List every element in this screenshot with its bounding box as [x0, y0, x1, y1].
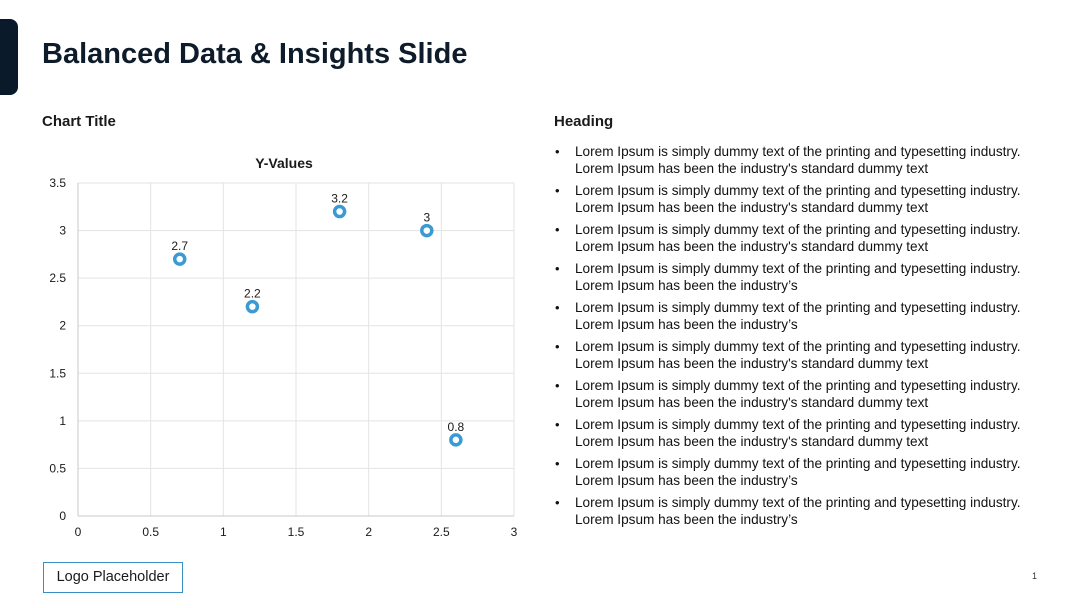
bullet-dot-icon: • [555, 417, 560, 432]
bullet-text: Lorem Ipsum is simply dummy text of the … [575, 300, 1021, 332]
bullet-list: • Lorem Ipsum is simply dummy text of the… [553, 143, 1023, 533]
bullet-text: Lorem Ipsum is simply dummy text of the … [575, 144, 1021, 176]
scatter-chart: Y-Values 0 0.5 1 1.5 2 2.5 3 3.5 0 0.5 1 1.5 2 2.5 3 2.7… [49, 155, 518, 539]
bullet-dot-icon: • [555, 300, 560, 315]
x-tick-label: 2 [365, 525, 372, 539]
bullet-dot-icon: • [555, 378, 560, 393]
bullet-dot-icon: • [555, 183, 560, 198]
y-tick-label: 2 [59, 319, 66, 333]
y-tick-label: 3.5 [49, 176, 66, 190]
logo-placeholder: Logo Placeholder [43, 562, 183, 593]
bullet-text: Lorem Ipsum is simply dummy text of the … [575, 261, 1021, 293]
bullet-item: • Lorem Ipsum is simply dummy text of the… [553, 299, 1023, 338]
bullet-item: • Lorem Ipsum is simply dummy text of the… [553, 455, 1023, 494]
y-tick-label: 1.5 [49, 366, 66, 380]
data-label: 3 [423, 211, 430, 225]
bullet-item: • Lorem Ipsum is simply dummy text of the… [553, 338, 1023, 377]
bullet-item: • Lorem Ipsum is simply dummy text of the… [553, 182, 1023, 221]
bullet-dot-icon: • [555, 495, 560, 510]
x-tick-label: 1.5 [288, 525, 305, 539]
bullet-text: Lorem Ipsum is simply dummy text of the … [575, 183, 1021, 215]
data-point [332, 204, 347, 219]
x-tick-label: 0 [75, 525, 82, 539]
data-label: 2.2 [244, 287, 261, 301]
bullet-item: • Lorem Ipsum is simply dummy text of the… [553, 377, 1023, 416]
bullet-dot-icon: • [555, 261, 560, 276]
y-tick-label: 1 [59, 414, 66, 428]
y-tick-label: 0.5 [49, 461, 66, 475]
bullet-dot-icon: • [555, 222, 560, 237]
bullet-text: Lorem Ipsum is simply dummy text of the … [575, 495, 1021, 527]
data-point [449, 433, 463, 447]
y-tick-label: 0 [59, 509, 66, 523]
bullet-text: Lorem Ipsum is simply dummy text of the … [575, 222, 1021, 254]
x-tick-label: 2.5 [433, 525, 450, 539]
bullet-item: • Lorem Ipsum is simply dummy text of the… [553, 221, 1023, 260]
data-label: 2.7 [171, 239, 188, 253]
data-label: 3.2 [331, 192, 348, 206]
data-point [172, 252, 187, 266]
x-tick-label: 0.5 [142, 525, 159, 539]
page-number: 1 [1032, 571, 1038, 581]
bullet-item: • Lorem Ipsum is simply dummy text of the… [553, 416, 1023, 455]
chart-title: Y-Values [255, 155, 313, 171]
y-tick-label: 2.5 [49, 271, 66, 285]
x-tick-label: 1 [220, 525, 227, 539]
slide-title: Balanced Data & Insights Slide [42, 38, 468, 70]
bullet-text: Lorem Ipsum is simply dummy text of the … [575, 417, 1021, 449]
data-point [420, 223, 434, 238]
data-point [245, 299, 260, 314]
y-tick-label: 3 [59, 224, 66, 238]
data-label: 0.8 [448, 420, 465, 434]
bullet-dot-icon: • [555, 339, 560, 354]
bullet-text: Lorem Ipsum is simply dummy text of the … [575, 339, 1021, 371]
bullet-item: • Lorem Ipsum is simply dummy text of the… [553, 494, 1023, 533]
bullet-item: • Lorem Ipsum is simply dummy text of the… [553, 143, 1023, 182]
accent-tab [0, 19, 18, 95]
right-heading: Heading [554, 113, 614, 130]
chart-caption: Chart Title [42, 113, 116, 130]
bullet-text: Lorem Ipsum is simply dummy text of the … [575, 456, 1021, 488]
bullet-item: • Lorem Ipsum is simply dummy text of the… [553, 260, 1023, 299]
bullet-text: Lorem Ipsum is simply dummy text of the … [575, 378, 1021, 410]
x-tick-label: 3 [511, 525, 518, 539]
bullet-dot-icon: • [555, 144, 560, 159]
bullet-dot-icon: • [555, 456, 560, 471]
